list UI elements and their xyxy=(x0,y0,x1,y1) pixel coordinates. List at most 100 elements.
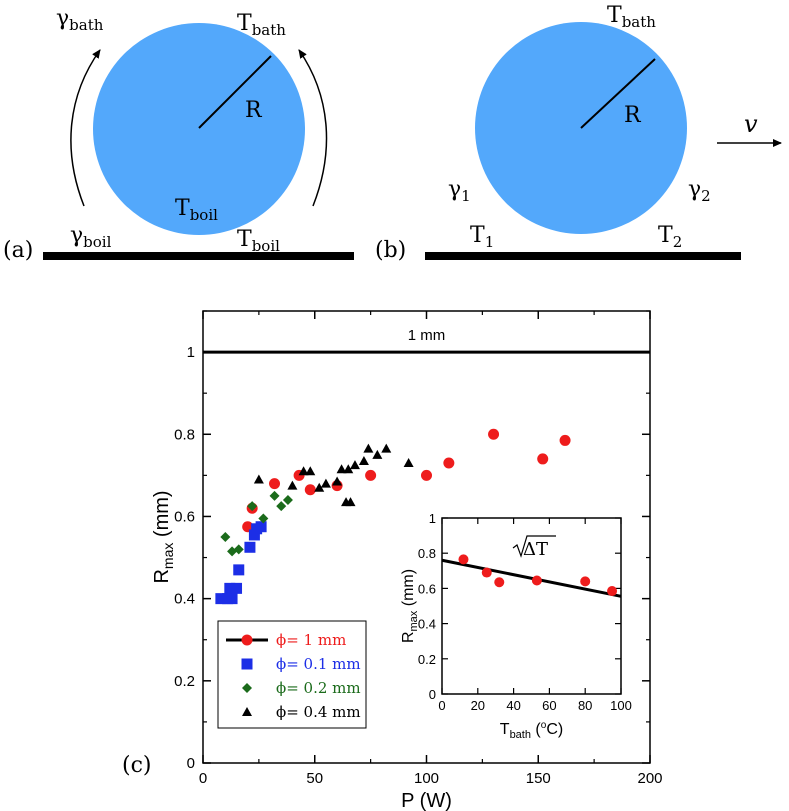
inset-x-tick-label: 20 xyxy=(471,698,485,713)
main-x-axis-label: P (W) xyxy=(401,790,452,811)
radius-label-b: R xyxy=(624,103,642,128)
main-y-tick-label: 0.6 xyxy=(174,508,195,525)
main-y-tick-label: 0 xyxy=(187,755,195,772)
t1-label: T1 xyxy=(470,223,494,251)
data-point-series-3 xyxy=(305,466,316,476)
main-y-tick-label: 1 xyxy=(187,344,195,361)
gamma2-label: γ2 xyxy=(688,177,711,205)
main-x-tick-label: 0 xyxy=(199,770,207,787)
radius-line-b xyxy=(580,58,656,129)
data-point-series-2 xyxy=(258,513,269,524)
inset-x-tick-label: 100 xyxy=(610,698,632,713)
inset-axis-ticks xyxy=(441,517,622,695)
data-point-series-0 xyxy=(365,469,377,481)
data-point-series-1 xyxy=(215,593,227,605)
data-point-series-0 xyxy=(269,478,281,490)
sqrt-delta-t-label: ΔT xyxy=(523,539,548,560)
inset-x-tick-label: 0 xyxy=(438,698,445,713)
inset-y-tick-label: 0.4 xyxy=(418,617,436,632)
panel-a: R Tbath γbath Tboil γboil Tboil (a) xyxy=(3,6,354,263)
data-point-series-3 xyxy=(320,478,331,488)
data-point-series-3 xyxy=(349,460,360,470)
data-point-series-0 xyxy=(488,428,500,440)
data-point-series-3 xyxy=(336,464,347,474)
inset-y-tick-label: 0 xyxy=(429,687,436,702)
inset-x-axis-label: Tbath (oC) xyxy=(500,720,563,741)
inset-data-point xyxy=(494,577,505,588)
data-point-series-0 xyxy=(304,484,316,496)
data-point-series-3 xyxy=(314,482,325,492)
t-bath-label-b: Tbath xyxy=(607,3,656,31)
main-x-tick-label: 50 xyxy=(306,770,323,787)
data-point-series-3 xyxy=(363,443,374,453)
t-boil-outer-label: Tboil xyxy=(237,227,280,255)
substrate-b xyxy=(425,252,741,260)
arrow-left xyxy=(70,49,101,207)
main-x-tick-label: 100 xyxy=(414,770,439,787)
data-point-series-3 xyxy=(372,449,383,459)
data-point-series-1 xyxy=(224,582,236,594)
inset-y-tick-label: 0.8 xyxy=(418,546,436,561)
data-point-series-2 xyxy=(269,490,280,501)
legend-marker xyxy=(242,707,252,716)
data-point-series-1 xyxy=(244,541,256,553)
gamma1-label: γ1 xyxy=(448,177,471,205)
panel-b-label: (b) xyxy=(375,238,406,263)
inset-data-point xyxy=(607,586,618,597)
data-point-series-3 xyxy=(343,464,354,474)
data-point-series-1 xyxy=(255,521,267,533)
data-point-series-3 xyxy=(287,480,298,490)
inset-y-axis-label: Rmax (mm) xyxy=(400,569,420,643)
gamma-boil-label: γboil xyxy=(70,223,112,251)
data-point-series-3 xyxy=(345,497,356,507)
inset-chart: 0 20 40 60 80 100 0 0.2 0.4 0.6 0.8 1 ΔT Tbath (oC)… xyxy=(400,511,632,741)
data-point-series-3 xyxy=(332,476,343,486)
inset-data-point xyxy=(580,576,591,587)
inset-y-tick-label: 0.6 xyxy=(418,581,436,596)
radius-label-a: R xyxy=(245,98,263,123)
legend-marker xyxy=(241,634,253,646)
radius-line-a xyxy=(198,55,272,129)
inset-x-tick-label: 60 xyxy=(542,698,556,713)
data-point-series-0 xyxy=(537,453,549,465)
substrate-a xyxy=(43,252,354,260)
inset-x-tick-label: 40 xyxy=(506,698,520,713)
legend-label: ϕ= 0.4 mm xyxy=(276,703,361,721)
inset-y-tick-label: 0.2 xyxy=(418,652,436,667)
main-x-tick-label: 200 xyxy=(637,770,662,787)
arrow-right xyxy=(298,49,328,207)
main-data-points xyxy=(215,428,571,605)
main-y-tick-label: 0.2 xyxy=(174,673,195,690)
sqrt-delta-t-annotation: ΔT xyxy=(512,535,556,560)
t-bath-label-a: Tbath xyxy=(237,11,286,39)
reference-line-label: 1 mm xyxy=(408,327,446,344)
inset-y-tick-label: 1 xyxy=(429,511,436,526)
data-point-series-2 xyxy=(276,501,287,512)
main-y-tick-label: 0.8 xyxy=(174,426,195,443)
legend-label: ϕ= 0.1 mm xyxy=(276,655,361,673)
legend-label: ϕ= 1 mm xyxy=(276,631,346,649)
data-point-series-1 xyxy=(231,582,243,594)
inset-data-point xyxy=(458,554,469,565)
legend-label: ϕ= 0.2 mm xyxy=(276,679,361,697)
data-point-series-3 xyxy=(381,443,392,453)
data-point-series-0 xyxy=(559,434,571,446)
panel-c-label: (c) xyxy=(122,753,152,778)
panel-a-label: (a) xyxy=(3,238,33,263)
data-point-series-2 xyxy=(247,501,258,512)
data-point-series-0 xyxy=(443,457,455,469)
data-point-series-2 xyxy=(233,544,244,555)
inset-tick-labels: 0 20 40 60 80 100 0 0.2 0.4 0.6 0.8 1 xyxy=(418,511,632,713)
main-y-axis-label: Rmax (mm) xyxy=(151,490,176,583)
inset-data-point xyxy=(531,575,542,586)
inset-fit-line xyxy=(441,558,622,598)
t2-label: T2 xyxy=(658,223,682,251)
gamma-bath-label: γbath xyxy=(56,6,104,34)
data-point-series-3 xyxy=(358,455,369,465)
main-x-tick-label: 150 xyxy=(526,770,551,787)
data-point-series-2 xyxy=(220,532,231,542)
legend-marker xyxy=(241,658,253,670)
